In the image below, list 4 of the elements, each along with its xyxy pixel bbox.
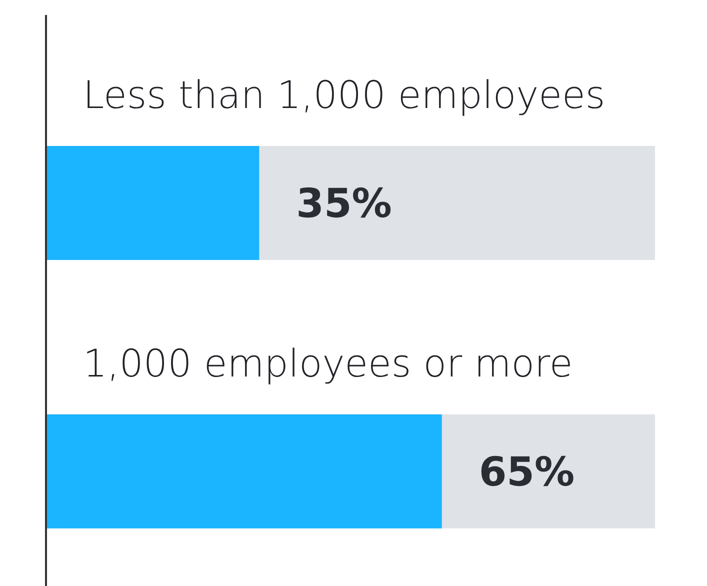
data-label: 65% <box>478 449 575 496</box>
y-tick-label: 1,000 employees or more <box>83 341 573 386</box>
data-label: 35% <box>296 180 392 227</box>
y-tick-label: Less than 1,000 employees <box>83 72 606 117</box>
